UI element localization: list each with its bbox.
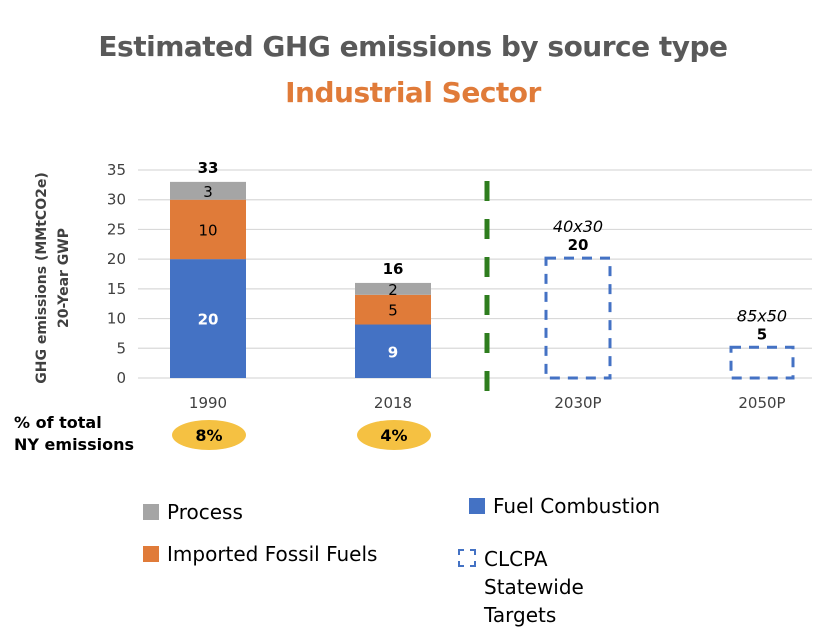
bar-segment	[355, 294, 431, 325]
total-label: 16	[383, 260, 404, 278]
chart-subtitle: Industrial Sector	[285, 76, 541, 109]
data-label: 5	[388, 302, 398, 320]
y-tick-label: 0	[116, 369, 126, 387]
legend-swatch-process	[143, 504, 159, 520]
y-axis-label: GHG emissions (MMtCO2e)	[34, 172, 50, 383]
legend-label-process: Process	[167, 500, 243, 524]
y-axis-label-line2: 20-Year GWP	[56, 228, 72, 328]
x-tick-label: 2018	[374, 394, 412, 412]
legend-label-imported-fossil-fuels: Imported Fossil Fuels	[167, 542, 378, 566]
bar-segment	[355, 324, 431, 378]
target-annotation: 85x50	[737, 306, 787, 325]
data-label: 20	[198, 311, 219, 329]
data-label: 10	[198, 221, 217, 239]
target-box	[544, 256, 612, 380]
legend-item-clcpa-targets: CLCPA Statewide Targets	[458, 545, 634, 629]
bar-segment	[170, 199, 246, 260]
share-badge-1990: 8%	[172, 420, 246, 450]
target-annotation: 40x30	[553, 217, 603, 236]
share-of-total-label: % of total NY emissions	[14, 412, 134, 456]
legend-item-process: Process	[143, 500, 243, 524]
legend-swatch-fuel-combustion	[469, 498, 485, 514]
chart-title: Estimated GHG emissions by source type	[98, 30, 728, 63]
y-axis-ticks: 0 5 10 15 20 25 30 35	[107, 161, 126, 387]
bar-segment	[170, 259, 246, 378]
y-tick-label: 15	[107, 280, 126, 298]
legend-label-fuel-combustion: Fuel Combustion	[493, 494, 661, 518]
bar-segment	[355, 282, 431, 295]
legend-item-imported-fossil-fuels: Imported Fossil Fuels	[143, 542, 377, 566]
y-tick-label: 20	[107, 250, 126, 268]
y-tick-label: 10	[107, 310, 126, 328]
data-label: 3	[203, 183, 213, 201]
y-tick-label: 35	[107, 161, 126, 179]
x-axis-ticks: 1990 2018 2030P 2050P	[189, 394, 786, 412]
x-tick-label: 1990	[189, 394, 227, 412]
legend-label-clcpa-targets: CLCPA Statewide Targets	[484, 547, 584, 627]
target-value-label: 20	[568, 236, 589, 254]
target-value-label: 5	[757, 325, 767, 343]
share-label-line2: NY emissions	[14, 435, 134, 454]
y-tick-label: 25	[107, 220, 126, 238]
data-label: 2	[388, 281, 398, 299]
data-label: 9	[388, 343, 398, 361]
y-tick-label: 5	[116, 339, 126, 357]
target-box	[729, 345, 795, 380]
legend-swatch-clcpa-targets	[458, 549, 476, 567]
gridlines	[138, 169, 812, 379]
total-label: 33	[198, 159, 219, 177]
bar-segment	[170, 181, 246, 200]
y-tick-label: 30	[107, 191, 126, 209]
share-badge-2018: 4%	[357, 420, 431, 450]
x-tick-label: 2030P	[554, 394, 601, 412]
x-tick-label: 2050P	[738, 394, 785, 412]
legend-item-fuel-combustion: Fuel Combustion	[469, 494, 660, 518]
legend-swatch-imported-fossil-fuels	[143, 546, 159, 562]
share-label-line1: % of total	[14, 413, 102, 432]
